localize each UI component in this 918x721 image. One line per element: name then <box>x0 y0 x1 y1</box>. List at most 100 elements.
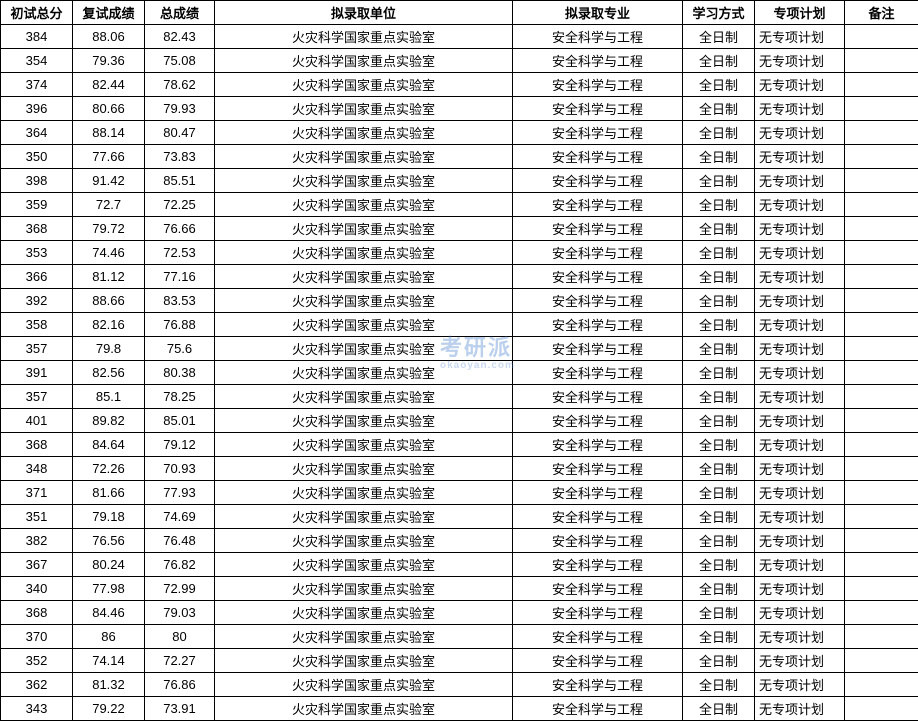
table-row: 35779.875.6火灾科学国家重点实验室安全科学与工程全日制无专项计划 <box>1 337 918 361</box>
cell-major: 安全科学与工程 <box>513 481 683 505</box>
cell-mode: 全日制 <box>683 385 755 409</box>
cell-plan: 无专项计划 <box>755 673 845 697</box>
header-score3: 总成绩 <box>145 1 215 25</box>
table-row: 37181.6677.93火灾科学国家重点实验室安全科学与工程全日制无专项计划 <box>1 481 918 505</box>
cell-score1: 371 <box>1 481 73 505</box>
cell-plan: 无专项计划 <box>755 265 845 289</box>
cell-score2: 82.44 <box>73 73 145 97</box>
cell-score3: 70.93 <box>145 457 215 481</box>
header-plan: 专项计划 <box>755 1 845 25</box>
cell-plan: 无专项计划 <box>755 217 845 241</box>
cell-score2: 88.06 <box>73 25 145 49</box>
cell-unit: 火灾科学国家重点实验室 <box>215 481 513 505</box>
cell-major: 安全科学与工程 <box>513 337 683 361</box>
table-row: 35179.1874.69火灾科学国家重点实验室安全科学与工程全日制无专项计划 <box>1 505 918 529</box>
cell-score1: 374 <box>1 73 73 97</box>
cell-score2: 82.16 <box>73 313 145 337</box>
cell-major: 安全科学与工程 <box>513 577 683 601</box>
cell-unit: 火灾科学国家重点实验室 <box>215 673 513 697</box>
cell-score3: 75.6 <box>145 337 215 361</box>
cell-mode: 全日制 <box>683 217 755 241</box>
cell-score3: 72.99 <box>145 577 215 601</box>
cell-note <box>845 577 918 601</box>
cell-plan: 无专项计划 <box>755 193 845 217</box>
cell-score3: 79.93 <box>145 97 215 121</box>
cell-score1: 366 <box>1 265 73 289</box>
cell-mode: 全日制 <box>683 601 755 625</box>
cell-score3: 85.51 <box>145 169 215 193</box>
cell-score1: 340 <box>1 577 73 601</box>
cell-unit: 火灾科学国家重点实验室 <box>215 457 513 481</box>
cell-note <box>845 25 918 49</box>
cell-plan: 无专项计划 <box>755 73 845 97</box>
cell-score1: 392 <box>1 289 73 313</box>
cell-note <box>845 649 918 673</box>
table-row: 39680.6679.93火灾科学国家重点实验室安全科学与工程全日制无专项计划 <box>1 97 918 121</box>
cell-major: 安全科学与工程 <box>513 505 683 529</box>
cell-major: 安全科学与工程 <box>513 673 683 697</box>
cell-score2: 81.12 <box>73 265 145 289</box>
cell-score1: 359 <box>1 193 73 217</box>
cell-note <box>845 265 918 289</box>
cell-unit: 火灾科学国家重点实验室 <box>215 121 513 145</box>
cell-plan: 无专项计划 <box>755 529 845 553</box>
cell-unit: 火灾科学国家重点实验室 <box>215 625 513 649</box>
cell-note <box>845 433 918 457</box>
cell-note <box>845 697 918 721</box>
cell-note <box>845 289 918 313</box>
cell-unit: 火灾科学国家重点实验室 <box>215 25 513 49</box>
cell-score3: 77.16 <box>145 265 215 289</box>
cell-score3: 73.91 <box>145 697 215 721</box>
cell-score1: 348 <box>1 457 73 481</box>
cell-plan: 无专项计划 <box>755 289 845 313</box>
cell-score2: 74.14 <box>73 649 145 673</box>
table-row: 34872.2670.93火灾科学国家重点实验室安全科学与工程全日制无专项计划 <box>1 457 918 481</box>
cell-note <box>845 553 918 577</box>
table-header: 初试总分复试成绩总成绩拟录取单位拟录取专业学习方式专项计划备注 <box>1 1 918 25</box>
cell-note <box>845 529 918 553</box>
cell-major: 安全科学与工程 <box>513 553 683 577</box>
table-row: 38276.5676.48火灾科学国家重点实验室安全科学与工程全日制无专项计划 <box>1 529 918 553</box>
cell-mode: 全日制 <box>683 73 755 97</box>
cell-unit: 火灾科学国家重点实验室 <box>215 361 513 385</box>
cell-unit: 火灾科学国家重点实验室 <box>215 73 513 97</box>
cell-score1: 391 <box>1 361 73 385</box>
cell-note <box>845 385 918 409</box>
cell-plan: 无专项计划 <box>755 409 845 433</box>
cell-plan: 无专项计划 <box>755 25 845 49</box>
cell-note <box>845 145 918 169</box>
cell-score3: 80 <box>145 625 215 649</box>
cell-major: 安全科学与工程 <box>513 265 683 289</box>
cell-plan: 无专项计划 <box>755 625 845 649</box>
cell-score2: 88.14 <box>73 121 145 145</box>
cell-note <box>845 97 918 121</box>
cell-score3: 80.47 <box>145 121 215 145</box>
cell-score1: 352 <box>1 649 73 673</box>
table-row: 40189.8285.01火灾科学国家重点实验室安全科学与工程全日制无专项计划 <box>1 409 918 433</box>
cell-major: 安全科学与工程 <box>513 385 683 409</box>
cell-score3: 85.01 <box>145 409 215 433</box>
cell-score2: 81.66 <box>73 481 145 505</box>
cell-mode: 全日制 <box>683 169 755 193</box>
cell-major: 安全科学与工程 <box>513 217 683 241</box>
table-row: 35274.1472.27火灾科学国家重点实验室安全科学与工程全日制无专项计划 <box>1 649 918 673</box>
cell-major: 安全科学与工程 <box>513 289 683 313</box>
cell-score1: 396 <box>1 97 73 121</box>
cell-mode: 全日制 <box>683 481 755 505</box>
cell-score2: 79.36 <box>73 49 145 73</box>
cell-major: 安全科学与工程 <box>513 241 683 265</box>
cell-score3: 79.03 <box>145 601 215 625</box>
cell-unit: 火灾科学国家重点实验室 <box>215 385 513 409</box>
cell-plan: 无专项计划 <box>755 433 845 457</box>
cell-major: 安全科学与工程 <box>513 49 683 73</box>
cell-plan: 无专项计划 <box>755 457 845 481</box>
cell-score2: 84.46 <box>73 601 145 625</box>
cell-score1: 350 <box>1 145 73 169</box>
cell-unit: 火灾科学国家重点实验室 <box>215 529 513 553</box>
table-row: 39891.4285.51火灾科学国家重点实验室安全科学与工程全日制无专项计划 <box>1 169 918 193</box>
cell-unit: 火灾科学国家重点实验室 <box>215 49 513 73</box>
cell-plan: 无专项计划 <box>755 385 845 409</box>
cell-plan: 无专项计划 <box>755 49 845 73</box>
table-row: 35882.1676.88火灾科学国家重点实验室安全科学与工程全日制无专项计划 <box>1 313 918 337</box>
table-row: 39182.5680.38火灾科学国家重点实验室安全科学与工程全日制无专项计划 <box>1 361 918 385</box>
